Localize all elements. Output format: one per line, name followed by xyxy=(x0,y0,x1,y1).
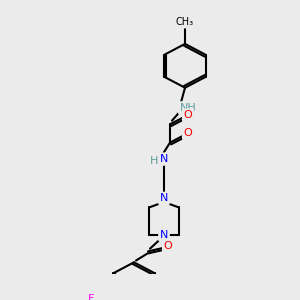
Text: N: N xyxy=(160,230,168,240)
Text: N: N xyxy=(160,193,168,203)
Text: NH: NH xyxy=(180,103,196,113)
Text: O: O xyxy=(184,128,192,138)
Text: CH₃: CH₃ xyxy=(176,17,194,27)
Text: F: F xyxy=(88,294,94,300)
Text: O: O xyxy=(184,110,192,120)
Text: O: O xyxy=(164,241,172,251)
Text: H: H xyxy=(150,156,158,166)
Text: N: N xyxy=(160,154,168,164)
